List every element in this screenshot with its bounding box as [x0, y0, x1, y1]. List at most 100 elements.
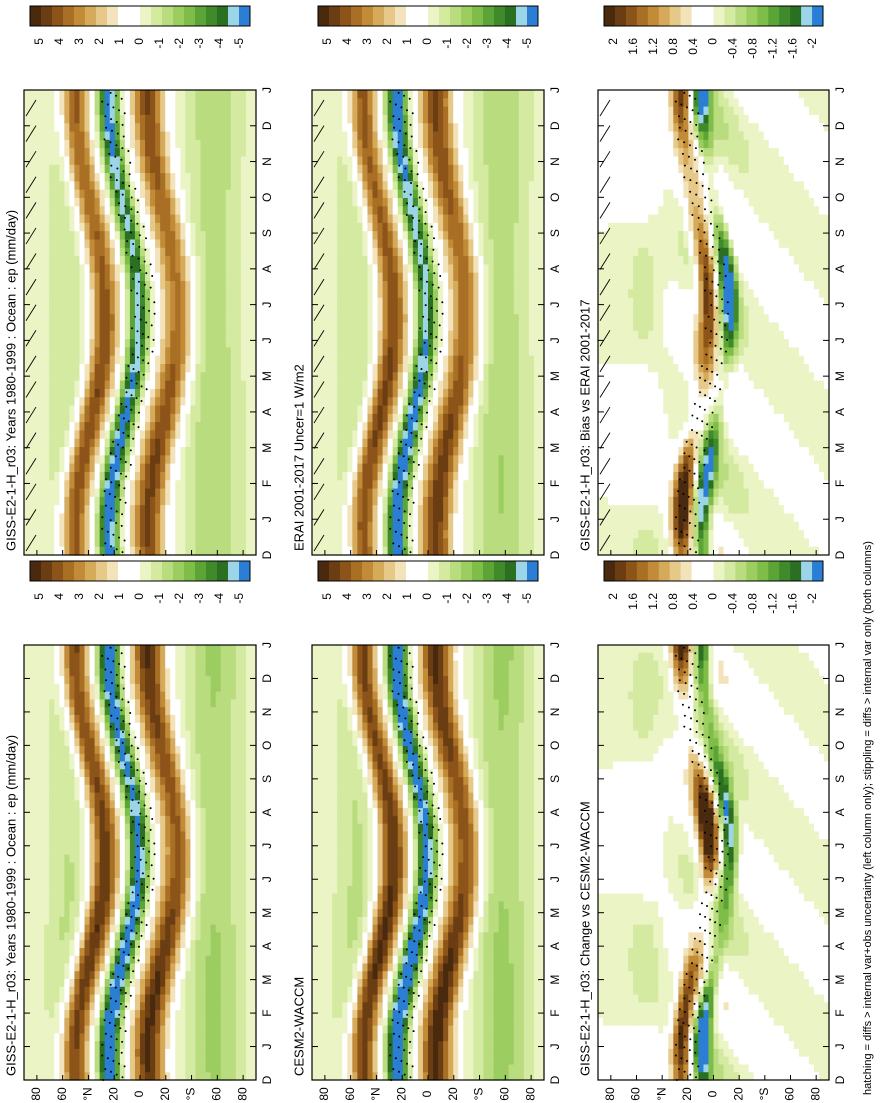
heatmap-cell — [220, 189, 227, 199]
heatmap-cell — [64, 272, 70, 282]
heatmap-cell — [150, 156, 156, 166]
heatmap-cell — [438, 471, 444, 481]
heatmap-cell — [69, 90, 76, 99]
heatmap-cell — [165, 372, 171, 382]
heatmap-cell — [124, 289, 131, 299]
heatmap-cell — [392, 455, 399, 465]
heatmap-cell — [215, 364, 222, 373]
heatmap-cell — [422, 181, 429, 191]
heatmap-cell — [79, 90, 86, 99]
heatmap-cell — [433, 405, 439, 415]
heatmap-cell — [64, 131, 70, 141]
heatmap-cell — [428, 364, 434, 373]
heatmap-cell — [124, 98, 131, 108]
heatmap-cell — [44, 538, 50, 548]
heatmap-cell — [24, 206, 30, 216]
heatmap-cell — [342, 330, 348, 340]
heatmap-cell — [357, 247, 364, 257]
heatmap-cell — [372, 189, 379, 199]
heatmap-cell — [342, 322, 348, 332]
heatmap-cell — [448, 438, 454, 448]
heatmap-cell — [468, 463, 474, 473]
heatmap-cell — [79, 289, 86, 299]
heatmap-cell — [109, 114, 116, 124]
heatmap-cell — [79, 197, 86, 207]
heatmap-cell — [443, 505, 449, 515]
heatmap-cell — [382, 422, 389, 432]
heatmap-cell — [200, 214, 207, 224]
heatmap-cell — [347, 231, 353, 241]
heatmap-cell — [422, 173, 429, 182]
heatmap-cell — [387, 131, 394, 141]
heatmap-cell — [170, 530, 176, 539]
heatmap-cell — [245, 156, 252, 166]
heatmap-cell — [337, 438, 343, 448]
heatmap-cell — [29, 131, 35, 141]
heatmap-cell — [180, 214, 186, 224]
heatmap-cell — [124, 330, 131, 340]
heatmap-cell — [195, 297, 202, 307]
heatmap-cell — [195, 388, 202, 398]
heatmap-cell — [463, 355, 469, 365]
heatmap-cell — [119, 438, 126, 448]
heatmap-cell — [180, 330, 186, 340]
heatmap-cell — [337, 206, 343, 216]
heatmap-cell — [433, 173, 439, 182]
heatmap-cell — [124, 264, 131, 274]
heatmap-cell — [39, 139, 45, 149]
heatmap-cell — [458, 521, 464, 531]
heatmap-cell — [180, 471, 186, 481]
heatmap-cell — [94, 139, 101, 149]
heatmap-cell — [498, 513, 505, 523]
heatmap-cell — [205, 206, 212, 216]
heatmap-cell — [59, 314, 65, 324]
heatmap-cell — [488, 256, 495, 265]
heatmap-cell — [407, 98, 414, 108]
heatmap-cell — [453, 206, 459, 216]
heatmap-cell — [392, 372, 399, 382]
heatmap-cell — [230, 364, 237, 373]
heatmap-cell — [362, 438, 369, 448]
heatmap-cell — [94, 264, 101, 274]
heatmap-cell — [94, 455, 101, 465]
heatmap-cell — [463, 280, 469, 290]
heatmap-cell — [407, 222, 414, 232]
heatmap-cell — [94, 289, 101, 299]
heatmap-cell — [352, 463, 358, 473]
heatmap-cell — [185, 413, 192, 423]
heatmap-cell — [220, 197, 227, 207]
heatmap-cell — [438, 289, 444, 299]
heatmap-cell — [443, 247, 449, 257]
heatmap-cell — [205, 339, 212, 349]
heatmap-cell — [94, 530, 101, 539]
heatmap-cell — [367, 530, 374, 539]
heatmap-cell — [59, 156, 65, 166]
colorbar-swatch — [52, 6, 64, 26]
heatmap-cell — [64, 98, 70, 108]
heatmap-cell — [367, 164, 374, 174]
heatmap-cell — [387, 239, 394, 249]
heatmap-cell — [463, 197, 469, 207]
heatmap-cell — [245, 139, 252, 149]
heatmap-cell — [503, 156, 510, 166]
heatmap-cell — [109, 106, 116, 116]
heatmap-cell — [109, 513, 116, 523]
heatmap-cell — [433, 164, 439, 174]
heatmap-cell — [200, 513, 207, 523]
heatmap-cell — [312, 430, 318, 440]
heatmap-cell — [493, 114, 500, 124]
heatmap-cell — [185, 164, 192, 174]
heatmap-cell — [347, 480, 353, 490]
stipple-dot — [114, 469, 117, 472]
heatmap-cell — [357, 455, 364, 465]
heatmap-cell — [225, 148, 232, 158]
heatmap-cell — [160, 173, 166, 182]
heatmap-cell — [155, 139, 161, 149]
stipple-dot — [152, 338, 155, 341]
heatmap-cell — [387, 247, 394, 257]
heatmap-cell — [362, 173, 369, 182]
heatmap-cell — [397, 305, 404, 315]
heatmap-cell — [210, 222, 217, 232]
heatmap-cell — [79, 297, 86, 307]
